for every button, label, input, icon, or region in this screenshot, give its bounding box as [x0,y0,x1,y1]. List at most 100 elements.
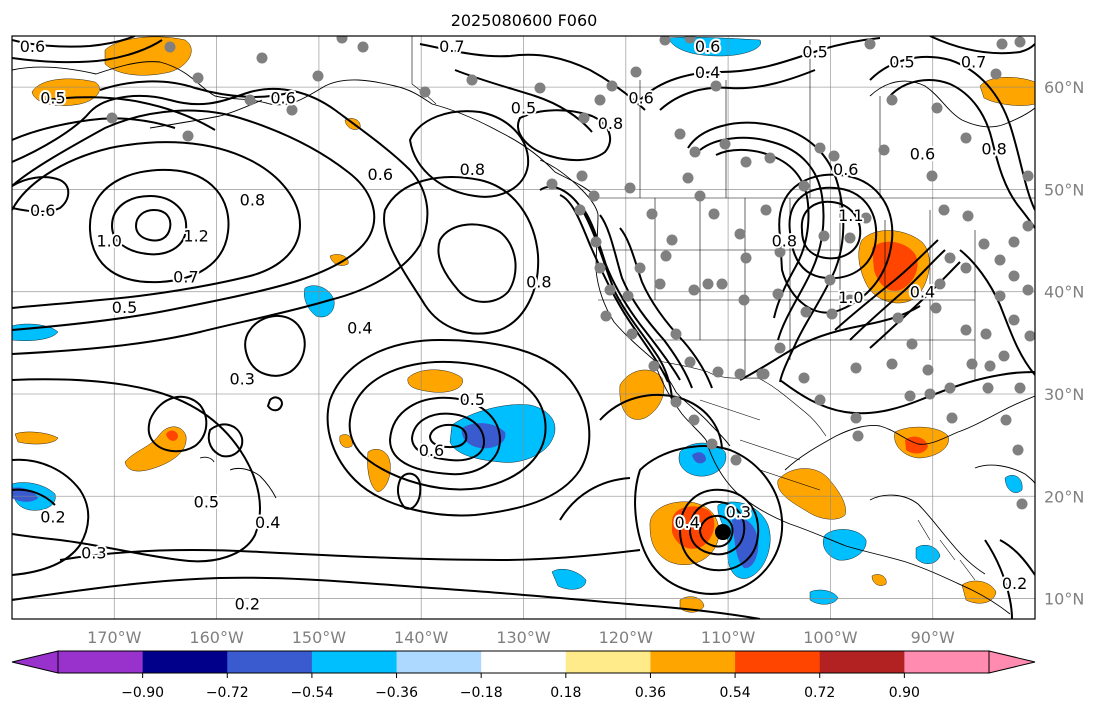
station-marker [590,236,602,248]
contour-label: 0.2 [40,508,65,527]
contour-line [619,227,713,389]
contour-line [12,109,376,331]
colorbar-tick-label: 0.36 [635,685,666,701]
station-marker [604,284,616,296]
station-marker [764,152,776,164]
contour-label: 0.5 [460,390,485,409]
contour-label: 0.8 [240,191,265,210]
contour-label: 0.5 [40,88,65,107]
shade-positive [329,254,349,266]
station-marker [844,294,856,306]
shade-positive [871,574,887,586]
colorbar-segment [227,651,313,673]
station-marker [978,238,990,250]
contour-line [12,488,56,506]
shade-negative [551,569,587,590]
station-marker [357,41,369,53]
station-marker [286,104,298,116]
station-marker [760,204,772,216]
station-marker [814,142,826,154]
lat-tick-label: 50°N [1044,180,1084,199]
station-marker [1008,314,1020,326]
station-marker [1008,236,1020,248]
colorbar-segment [904,651,990,673]
station-marker [1022,284,1034,296]
station-marker [730,454,742,466]
colorbar-segment [735,651,821,673]
contour-line [559,477,631,521]
contour-label: 0.3 [726,503,751,522]
station-marker [666,234,678,246]
contour-label: 0.5 [112,298,137,317]
shade-positive [14,431,59,445]
contour-label: 0.7 [173,267,198,286]
station-marker [844,232,856,244]
shade-negative [915,545,941,564]
colorbar-segment [311,651,398,673]
lat-tick-label: 30°N [1044,385,1084,404]
station-marker [906,338,918,350]
station-marker [670,396,682,408]
contour-line [110,194,188,256]
station-marker [1012,444,1024,456]
contour-line [698,514,734,548]
storm-center-marker [714,524,731,541]
contour-label: 0.6 [30,201,55,220]
lat-tick-label: 40°N [1044,283,1084,302]
contour-line [12,576,761,619]
coast-gulf [784,395,1035,471]
station-marker [682,172,694,184]
station-marker [960,324,972,336]
station-marker [546,178,558,190]
lon-tick-label: 90°W [911,628,955,647]
contour-line [388,396,502,476]
station-marker [960,132,972,144]
lat-tick-label: 10°N [1044,590,1084,609]
contour-line [437,223,517,303]
contour-line [12,176,70,213]
colorbar-tick-label: 0.18 [550,685,581,701]
contour-line [869,56,1035,211]
shade-positive [777,468,846,520]
station-marker [994,254,1006,266]
latitude-labels: 60°N 50°N 40°N 30°N 20°N 10°N [1044,78,1084,608]
contour-line [579,204,681,381]
station-marker [994,290,1006,302]
colorbar-tick-label: 0.72 [804,685,835,701]
station-marker [688,414,700,426]
contour-line [599,394,723,449]
border-mexico-states [699,399,821,491]
colorbar-tick-label: 0.54 [720,685,751,701]
lon-tick-label: 140°W [394,628,449,647]
contour-line [12,458,90,576]
station-marker [576,170,588,182]
contour-line [517,109,612,162]
contour-label: 0.6 [20,37,45,56]
contour-label: 0.4 [695,63,720,82]
station-marker [850,362,862,374]
station-marker [734,368,746,380]
lon-tick-label: 120°W [599,628,654,647]
station-marker [774,342,786,354]
shade-positive [339,434,353,448]
station-marker [798,180,810,192]
coast-mexico-pacific [705,439,1011,615]
station-marker [772,288,784,300]
station-marker [466,74,478,86]
contour-label: 0.6 [628,88,653,107]
contour-label: 0.6 [419,441,444,460]
station-marker [1000,414,1012,426]
contour-line [699,136,825,341]
contour-label: 1.1 [838,206,863,225]
contour-label: 0.5 [802,42,827,61]
contour-line [88,168,230,284]
coast-aleutians [149,99,263,129]
contour-line [134,208,172,242]
coast-cuba [974,464,1035,485]
station-marker [926,170,938,182]
station-marker [684,356,696,368]
station-marker [312,70,324,82]
contour-line [869,261,961,349]
station-marker [594,94,606,106]
contour-line [266,396,284,412]
